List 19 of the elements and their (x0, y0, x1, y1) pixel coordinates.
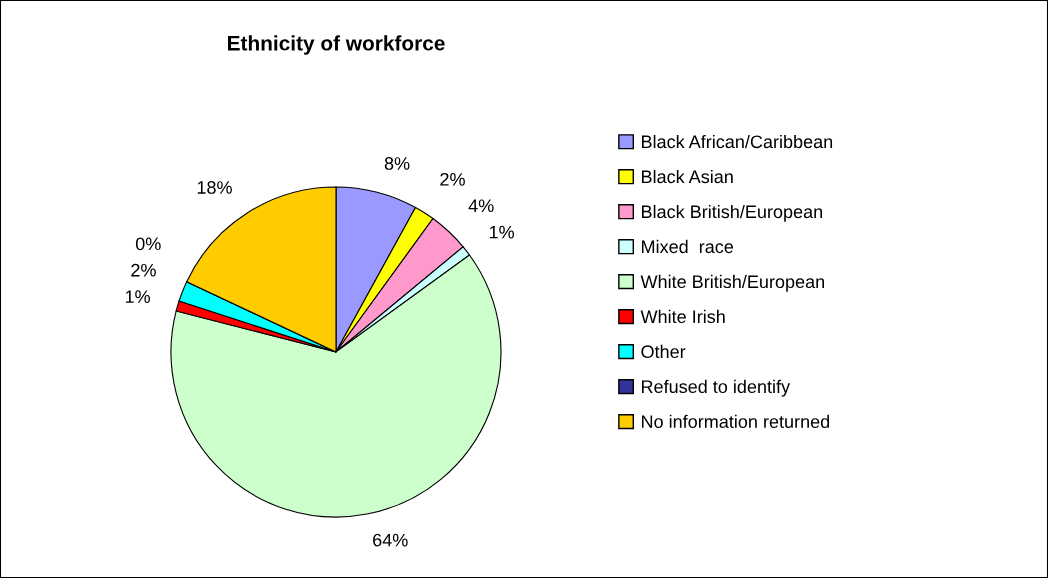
legend-label: No information returned (642, 414, 830, 429)
legend-label: Black Asian (642, 169, 733, 184)
data-label: 64% (373, 533, 408, 547)
data-label: 1% (489, 225, 514, 239)
data-label: 1% (125, 290, 150, 303)
legend-label: White British/European (640, 274, 824, 292)
legend-label: Black African/Caribbean (642, 134, 833, 149)
legend-label: Refused to identify (642, 379, 791, 397)
data-label: 2% (131, 263, 156, 277)
legend-label: Other (641, 344, 686, 359)
data-label: 2% (440, 172, 465, 186)
legend-label: White Irish (640, 309, 725, 324)
data-label: 18% (197, 181, 232, 194)
chart-title: Ethnicity of workforce (228, 35, 445, 55)
text: 0% (135, 237, 161, 251)
data-label: 4% (468, 199, 494, 213)
legend-label: Black British/European (642, 204, 822, 222)
data-label: 8% (384, 157, 410, 170)
legend-label: Mixed race (642, 239, 734, 254)
